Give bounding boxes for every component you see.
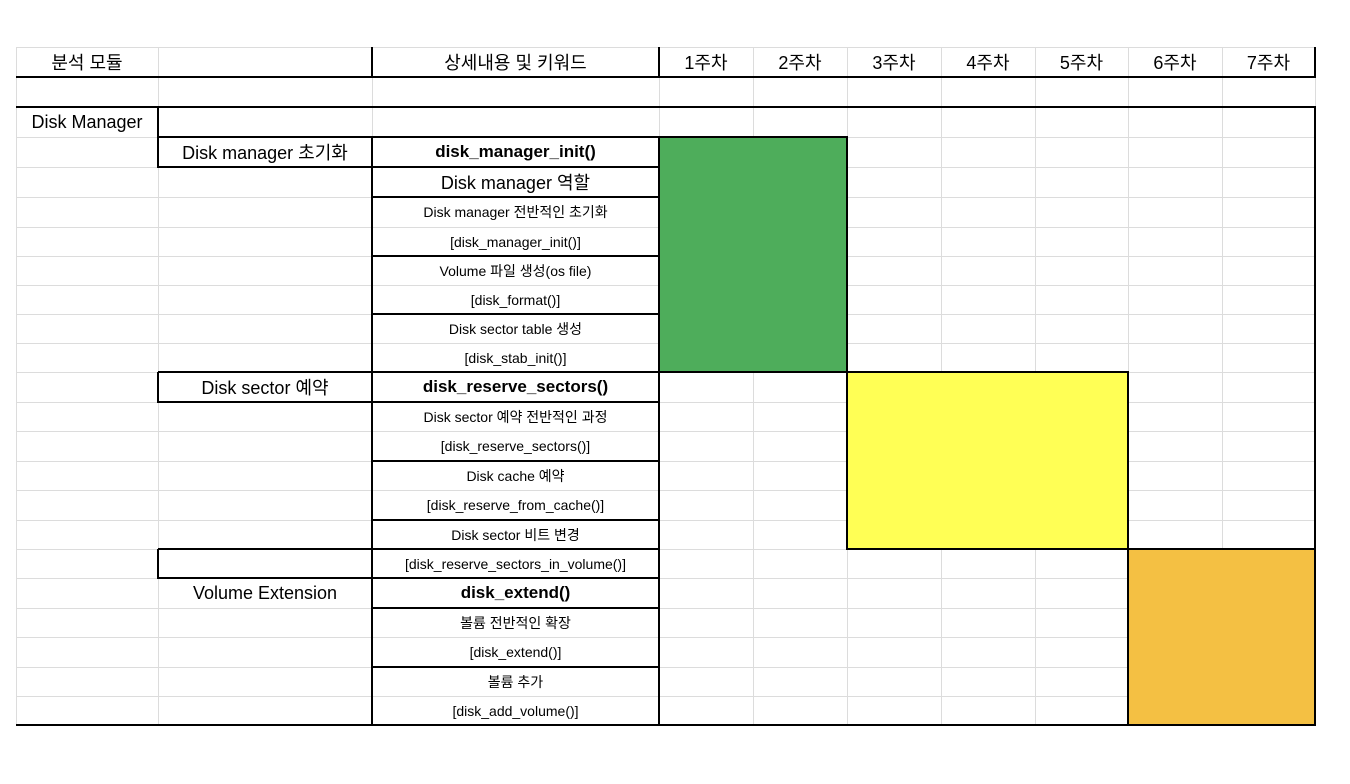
section-keyword: disk_manager_init() [435,142,596,161]
item-function: [disk_reserve_sectors_in_volume()] [405,555,626,572]
section-title: Disk manager 초기화 [182,143,348,163]
border-line [158,166,373,168]
section-title: Volume Extension [192,582,338,603]
schedule-block [659,137,847,372]
border-line [372,196,660,198]
border-line [658,137,660,726]
border-line [1314,107,1316,726]
item-desc: Disk cache 예약 [466,467,565,484]
gridline [16,578,1315,579]
border-line [158,577,373,579]
item-desc: Volume 파일 생성(os file) [439,262,592,279]
border-line [371,47,373,78]
week-header: 5주차 [1059,53,1104,73]
week-header: 6주차 [1153,53,1197,73]
gridline [16,667,1315,668]
schedule-block [847,372,1128,549]
border-line [372,371,660,373]
border-line [157,137,159,168]
item-function: [disk_extend()] [469,644,562,660]
border-line [1127,372,1129,550]
item-function: [disk_reserve_from_cache()] [426,497,605,513]
item-desc: Disk sector 비트 변경 [451,526,580,543]
gridline [16,696,1315,697]
section-keyword: disk_reserve_sectors() [422,377,609,396]
header-module: 분석 모듈 [51,53,123,73]
border-line [372,548,660,550]
gridline [16,47,1315,48]
gridline [16,520,1315,521]
border-line [372,607,660,609]
week-header: 4주차 [966,53,1010,73]
border-line [372,136,660,138]
item-desc: Disk sector table 생성 [448,320,583,337]
border-line [658,137,660,373]
gridline [16,490,1315,491]
border-line [847,548,1129,550]
border-line [372,460,660,462]
border-line [1128,548,1316,550]
border-line [658,47,660,78]
gridline [16,461,1315,462]
border-line [158,371,373,373]
gridline [753,47,754,725]
border-line [659,371,848,373]
border-line [158,548,373,550]
border-line [16,76,1316,78]
item-function: [disk_format()] [470,291,561,308]
item-function: [disk_reserve_sectors()] [440,438,591,454]
gridline [16,608,1315,609]
border-line [372,724,660,726]
item-function: [disk_manager_init()] [450,233,581,250]
border-line [1314,47,1316,78]
border-line [158,136,373,138]
border-line [372,519,660,521]
week-header: 7주차 [1246,53,1291,73]
gridline [16,637,1315,638]
item-desc: Disk sector 예약 전반적인 과정 [423,408,608,425]
border-line [1314,549,1316,726]
schedule-block [1128,549,1315,725]
gridline [1222,47,1223,725]
item-desc: 볼륨 전반적인 확장 [460,614,571,631]
border-line [157,107,159,138]
week-header: 2주차 [778,53,822,73]
border-line [847,371,1129,373]
gridline [16,47,17,725]
border-line [372,401,660,403]
border-line [846,137,848,373]
header-detail: 상세내용 및 키워드 [444,53,587,73]
border-line [157,549,159,579]
gridline [16,431,1315,432]
item-desc: 볼륨 추가 [487,673,544,690]
week-header: 3주차 [872,53,916,73]
item-function: [disk_add_volume()] [452,702,579,719]
border-line [372,666,660,668]
gridline [16,549,1315,550]
gridline [16,402,1315,403]
item-function: [disk_stab_init()] [464,349,567,366]
border-line [16,106,1316,108]
module-name: Disk Manager [31,111,143,132]
section-keyword: disk_extend() [460,583,571,602]
border-line [371,137,373,726]
item-role: Disk manager 역할 [440,173,591,193]
border-line [158,401,373,403]
border-line [1128,724,1316,726]
border-line [1127,549,1129,726]
border-line [846,372,848,550]
border-line [659,136,848,138]
border-line [16,724,1316,726]
border-line [372,255,660,257]
border-line [372,313,660,315]
border-line [157,372,159,403]
week-header: 1주차 [684,53,728,73]
section-title: Disk sector 예약 [201,378,329,398]
border-line [372,166,660,168]
border-line [372,577,660,579]
item-desc: Disk manager 전반적인 초기화 [423,204,608,220]
